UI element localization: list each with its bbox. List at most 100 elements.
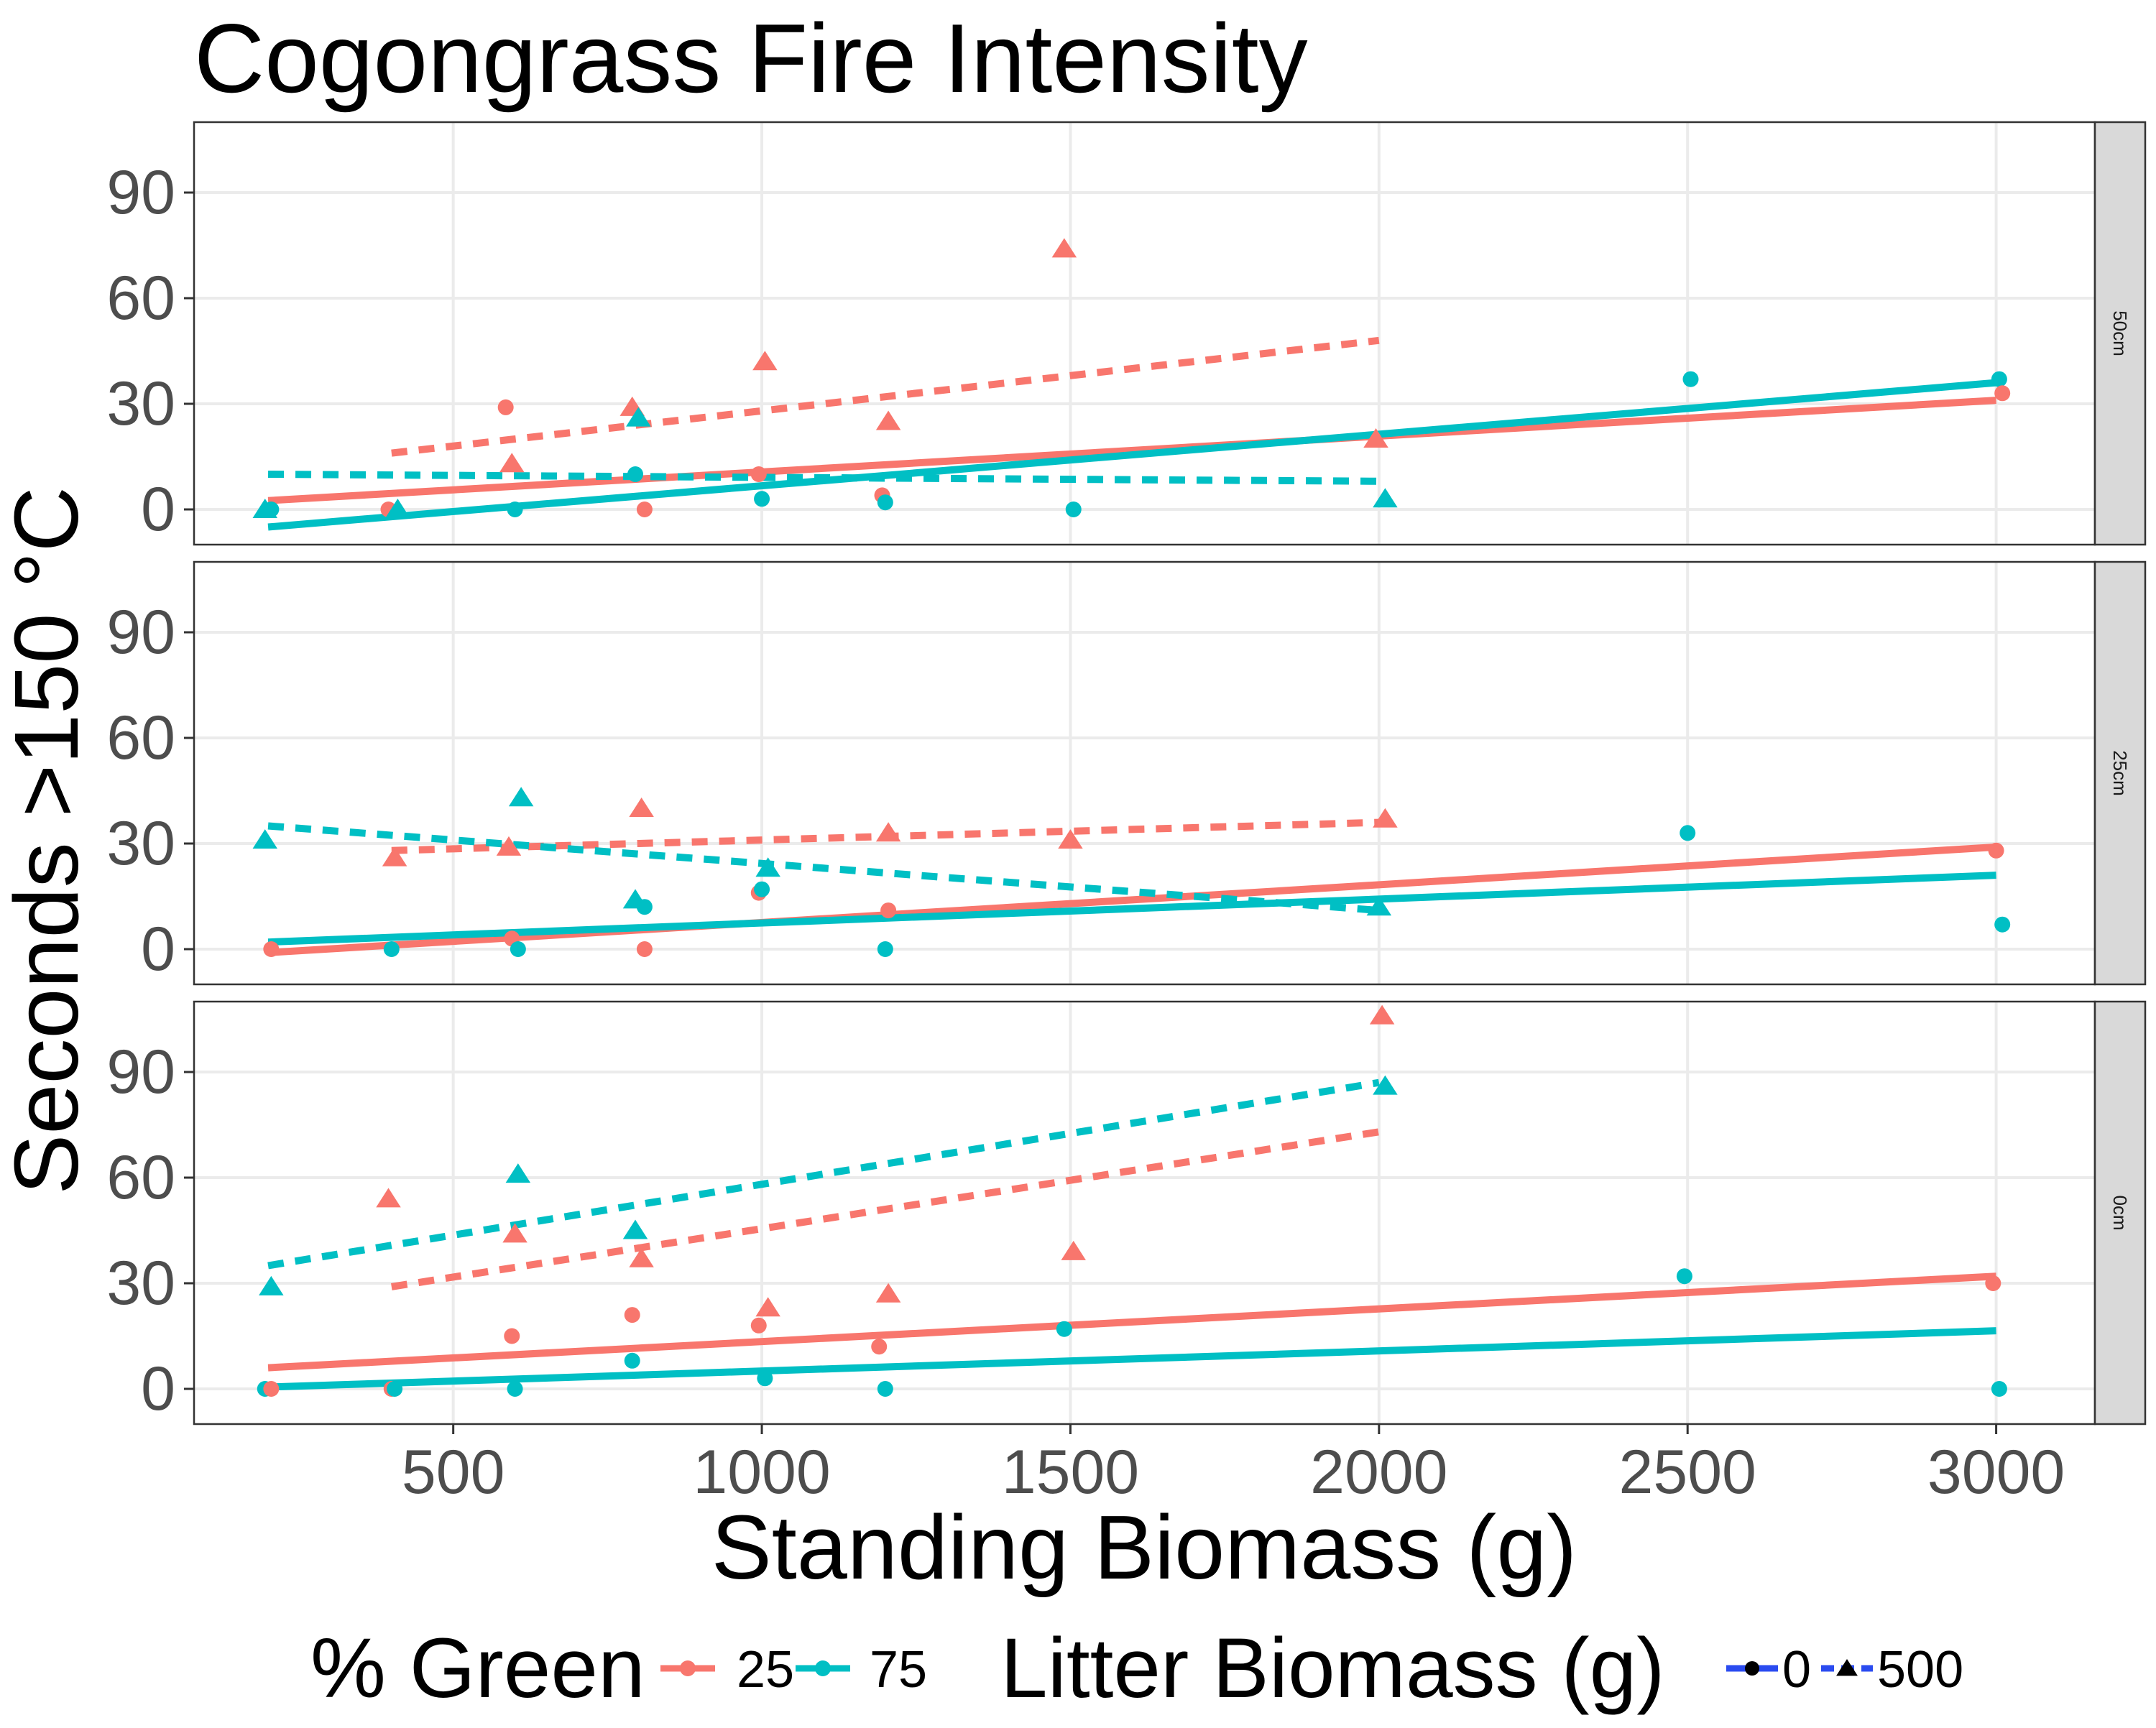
legend-entry-label-litter-0: 0	[1782, 1641, 1811, 1699]
y-tick-label: 90	[106, 1038, 175, 1106]
point-circle	[1680, 825, 1696, 841]
point-triangle	[755, 857, 780, 877]
point-circle	[383, 941, 400, 957]
facet-strip	[2093, 1000, 2147, 1426]
legend-title-green: % Green	[310, 1621, 645, 1716]
x-tick-label: 2500	[1619, 1438, 1756, 1507]
y-tick-label: 90	[106, 158, 175, 227]
point-circle	[263, 1381, 280, 1397]
x-tick-label: 500	[402, 1438, 505, 1507]
point-circle	[871, 1339, 888, 1355]
x-axis-title: Standing Biomass (g)	[711, 1497, 1577, 1598]
point-triangle	[385, 499, 410, 518]
point-circle	[877, 941, 893, 957]
point-circle	[504, 1328, 520, 1344]
point-triangle	[626, 407, 651, 427]
point-circle	[750, 1317, 767, 1334]
point-circle	[624, 1352, 640, 1369]
fit-line-green-25-litter-0	[267, 843, 1996, 956]
point-triangle	[376, 1188, 401, 1208]
point-circle	[877, 494, 893, 511]
point-triangle	[1363, 428, 1388, 448]
point-circle	[624, 1307, 640, 1323]
point-circle	[507, 502, 523, 517]
point-circle	[1994, 916, 2011, 933]
point-circle	[1985, 1275, 2001, 1291]
x-tick-label: 2000	[1310, 1438, 1447, 1507]
point-triangle	[1373, 488, 1398, 508]
legend-title-litter: Litter Biomass (g)	[1000, 1621, 1665, 1716]
point-triangle	[499, 453, 525, 473]
fit-line-green-25-litter-500	[391, 1128, 1380, 1290]
point-circle	[263, 941, 280, 957]
fit-line-green-25-litter-0	[267, 1272, 1996, 1372]
point-circle	[510, 941, 526, 957]
point-circle	[636, 502, 653, 517]
point-circle	[750, 466, 767, 482]
point-circle	[1994, 385, 2011, 402]
legend-entry-label-litter-500: 500	[1877, 1641, 1963, 1699]
point-circle	[507, 1381, 523, 1397]
y-tick-label: 90	[106, 598, 175, 667]
point-circle	[1682, 371, 1699, 387]
point-triangle	[1061, 1240, 1086, 1260]
legend-entry-label-25: 25	[737, 1641, 794, 1699]
y-tick-label: 0	[141, 1354, 175, 1423]
point-triangle	[252, 829, 278, 849]
point-circle	[757, 1370, 773, 1387]
point-circle	[497, 399, 514, 415]
point-circle	[387, 1381, 403, 1397]
facet-strip-label: 25cm	[2109, 750, 2131, 796]
legend: % Green 25 75 Litter Biomass (g) 0 500	[310, 1621, 1963, 1716]
point-triangle	[505, 1163, 531, 1183]
point-circle	[754, 491, 770, 507]
facet-strip-label: 0cm	[2109, 1195, 2131, 1230]
y-tick-label: 30	[106, 369, 175, 438]
x-tick-label: 3000	[1927, 1438, 2065, 1507]
point-triangle	[875, 1283, 901, 1303]
point-circle	[636, 899, 653, 915]
point-circle	[1988, 842, 2004, 859]
fit-line-green-75-litter-500	[268, 471, 1379, 485]
point-circle	[627, 466, 644, 482]
point-triangle	[502, 1223, 528, 1243]
legend-key-circle	[1745, 1661, 1759, 1676]
fit-line-green-75-litter-0	[267, 1327, 1996, 1391]
chart-title: Cogongrass Fire Intensity	[194, 4, 1308, 113]
facet-strip	[2093, 121, 2147, 546]
point-circle	[1991, 1381, 2007, 1397]
point-triangle	[755, 1297, 780, 1317]
facet-panel-25cm: 25cm 0 30 60 90	[106, 560, 2147, 986]
point-circle	[1065, 502, 1082, 517]
point-circle	[877, 1381, 893, 1397]
point-triangle	[382, 846, 407, 867]
y-tick-label: 0	[141, 475, 175, 544]
panel-background	[194, 562, 2095, 984]
legend-key-point-25	[680, 1660, 696, 1676]
legend-key-triangle	[1836, 1659, 1858, 1676]
point-triangle	[496, 836, 522, 856]
point-triangle	[875, 822, 901, 842]
legend-entry-label-75: 75	[870, 1641, 927, 1699]
facet-strip-label: 50cm	[2109, 310, 2131, 356]
point-circle	[754, 881, 770, 897]
point-triangle	[629, 1247, 654, 1267]
point-triangle	[1369, 1004, 1395, 1025]
x-axis-ticks: 500 1000 1500 2000 2500 3000	[402, 1424, 2065, 1507]
point-triangle	[259, 1275, 284, 1295]
legend-key-point-75	[815, 1660, 831, 1676]
fit-line-green-25-litter-500	[391, 336, 1380, 457]
point-circle	[880, 902, 897, 919]
y-axis-title: Seconds >150 °C	[0, 486, 97, 1195]
y-tick-label: 60	[106, 1143, 175, 1212]
facet-panel-0cm: 0cm 0 30 60 90	[106, 1000, 2147, 1426]
y-tick-label: 60	[106, 703, 175, 772]
point-circle	[636, 941, 653, 957]
point-triangle	[752, 351, 778, 371]
point-circle	[1056, 1321, 1072, 1337]
fit-line-green-25-litter-0	[267, 397, 1996, 504]
y-tick-label: 0	[141, 915, 175, 984]
y-tick-label: 30	[106, 1249, 175, 1318]
point-circle	[1991, 371, 2007, 387]
